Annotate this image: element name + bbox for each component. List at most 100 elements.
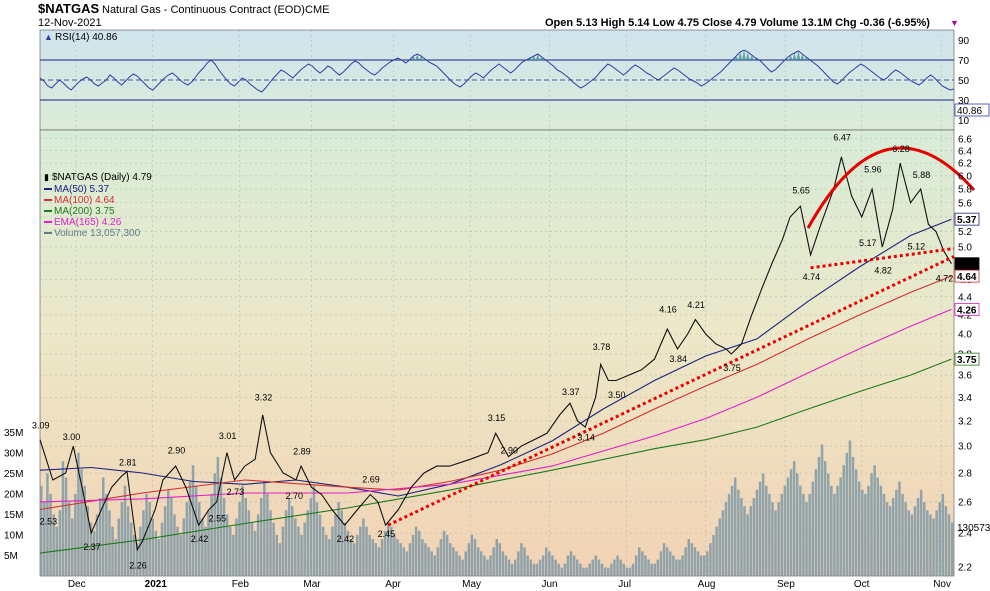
volume-bar bbox=[383, 530, 387, 576]
volume-bar bbox=[895, 489, 898, 576]
volume-bar bbox=[263, 481, 266, 576]
volume-bar bbox=[545, 547, 548, 576]
price-annotation: 2.55 bbox=[209, 513, 227, 523]
price-tick-label: 3.4 bbox=[958, 393, 972, 404]
volume-bar bbox=[548, 551, 551, 576]
volume-bar bbox=[885, 502, 889, 576]
x-tick-label: Sep bbox=[777, 579, 795, 590]
volume-bar bbox=[396, 539, 399, 576]
volume-bar bbox=[222, 498, 226, 576]
volume-bar bbox=[151, 518, 154, 576]
volume-bar bbox=[64, 477, 68, 576]
volume-last-label: 13057300 bbox=[957, 523, 990, 534]
price-annotation: 3.50 bbox=[608, 390, 626, 400]
price-legend-title: $NATGAS (Daily) 4.79 bbox=[52, 172, 152, 183]
volume-bar bbox=[681, 555, 684, 576]
volume-bar bbox=[92, 530, 96, 576]
volume-bar bbox=[802, 493, 805, 576]
price-tick-label: 2.4 bbox=[958, 529, 972, 540]
volume-bar bbox=[315, 502, 319, 576]
volume-bar bbox=[796, 473, 799, 576]
chart-stats: Open 5.13 High 5.14 Low 4.75 Close 4.79 … bbox=[545, 17, 930, 29]
rsi-line bbox=[39, 49, 955, 93]
volume-bar bbox=[418, 530, 421, 576]
volume-bar bbox=[867, 485, 870, 576]
volume-bar bbox=[641, 551, 644, 576]
rsi-value-box bbox=[954, 103, 990, 117]
volume-bar bbox=[926, 510, 929, 576]
volume-bar bbox=[792, 461, 796, 576]
volume-bar bbox=[464, 551, 467, 576]
volume-bar bbox=[746, 514, 749, 576]
volume-bar bbox=[628, 567, 632, 576]
price-value-box bbox=[954, 212, 980, 226]
volume-bar bbox=[730, 485, 734, 576]
volume-bar bbox=[495, 539, 498, 576]
price-annotation: 3.00 bbox=[63, 432, 81, 442]
volume-bar bbox=[758, 481, 762, 576]
volume-bar bbox=[514, 559, 517, 576]
volume-bar bbox=[40, 485, 43, 576]
price-annotation: 2.90 bbox=[501, 445, 519, 455]
volume-bar bbox=[523, 547, 526, 576]
volume-axis: 35M 30M 25M 20M 15M 10M 5M bbox=[4, 428, 23, 562]
volume-bar bbox=[554, 559, 557, 576]
chart-symbol: $NATGAS bbox=[38, 1, 99, 16]
volume-bar bbox=[250, 522, 254, 576]
volume-bar bbox=[260, 498, 263, 576]
volume-bar bbox=[740, 498, 743, 576]
price-annotation: 3.75 bbox=[723, 363, 741, 373]
volume-bar bbox=[365, 526, 368, 576]
volume-bar bbox=[411, 534, 415, 576]
volume-bar bbox=[569, 551, 573, 576]
volume-bar bbox=[498, 543, 501, 576]
volume-bar bbox=[132, 534, 136, 576]
volume-bar bbox=[944, 506, 948, 576]
volume-bar bbox=[61, 461, 65, 576]
volume-tick-label: 15M bbox=[4, 510, 23, 521]
price-tick-label: 2.6 bbox=[958, 497, 972, 508]
volume-bar bbox=[331, 526, 334, 576]
volume-bar bbox=[625, 567, 629, 576]
volume-bar bbox=[247, 510, 251, 576]
volume-bar bbox=[402, 547, 405, 576]
volume-bar bbox=[619, 559, 622, 576]
volume-bar bbox=[232, 534, 235, 576]
volume-bar bbox=[510, 563, 514, 576]
volume-bar bbox=[938, 502, 941, 576]
volume-bar bbox=[340, 510, 343, 576]
trendline bbox=[387, 255, 955, 527]
volume-bar bbox=[541, 555, 545, 576]
volume-bar bbox=[139, 526, 142, 576]
volume-bar bbox=[253, 530, 257, 576]
volume-bar bbox=[712, 534, 715, 576]
volume-bar bbox=[913, 506, 917, 576]
price-annotation: 2.45 bbox=[378, 529, 396, 539]
volume-bar bbox=[808, 493, 811, 576]
volume-bar bbox=[309, 498, 313, 576]
volume-bar bbox=[631, 563, 635, 576]
volume-bar bbox=[737, 489, 740, 576]
volume-bar bbox=[114, 539, 117, 576]
volume-bar bbox=[699, 555, 703, 576]
price-annotation: 2.42 bbox=[191, 534, 209, 544]
price-tick-label: 6.4 bbox=[958, 146, 972, 157]
volume-bar bbox=[284, 510, 288, 576]
price-value-labels: 5.37 4.794.64 4.26 3.75 bbox=[954, 212, 980, 366]
volume-tick-label: 30M bbox=[4, 448, 23, 459]
price-tick-label: 6.2 bbox=[958, 159, 972, 170]
volume-bar bbox=[836, 485, 839, 576]
volume-bar bbox=[362, 518, 365, 576]
price-annotation: 3.01 bbox=[219, 431, 237, 441]
volume-bar bbox=[167, 489, 170, 576]
volume-tick-label: 25M bbox=[4, 469, 23, 480]
price-annotation: 3.37 bbox=[562, 387, 580, 397]
price-annotation: 5.88 bbox=[913, 170, 931, 180]
price-tick-label: 5.8 bbox=[958, 185, 972, 196]
volume-bar bbox=[749, 506, 752, 576]
x-tick-label: Jun bbox=[541, 579, 557, 590]
volume-bar bbox=[861, 489, 864, 576]
legend-entry: MA(200) 3.75 bbox=[54, 206, 115, 217]
volume-bar bbox=[291, 506, 294, 576]
volume-bar bbox=[572, 555, 576, 576]
